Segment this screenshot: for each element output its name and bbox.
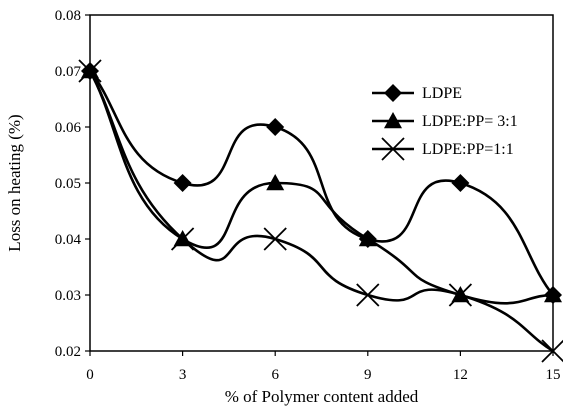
data-point xyxy=(544,286,562,303)
data-point xyxy=(266,118,285,136)
x-tick-label: 12 xyxy=(453,367,468,383)
x-tick-label: 15 xyxy=(546,367,561,383)
data-point xyxy=(78,59,102,83)
x-tick-label: 3 xyxy=(179,367,187,383)
data-point xyxy=(173,174,192,192)
x-marker-stroke xyxy=(78,59,102,83)
x-marker-stroke xyxy=(541,339,563,363)
legend-label: LDPE:PP=1:1 xyxy=(422,141,514,158)
y-tick-label: 0.08 xyxy=(55,8,81,24)
legend-marker xyxy=(384,84,402,102)
x-marker-stroke xyxy=(381,137,405,161)
x-tick-label: 6 xyxy=(271,367,279,383)
legend-entry: LDPE xyxy=(372,84,462,102)
series-3 xyxy=(78,59,563,363)
legend-marker xyxy=(384,112,402,129)
data-point xyxy=(448,283,473,307)
data-point xyxy=(358,230,377,247)
data-point xyxy=(170,227,195,251)
data-point xyxy=(266,174,285,191)
legend: LDPE LDPE:PP= 3:1 LDPE:PP=1:1 xyxy=(372,84,518,161)
legend-entry: LDPE:PP= 3:1 xyxy=(372,112,518,130)
legend-entry: LDPE:PP=1:1 xyxy=(372,137,514,161)
x-tick-label: 0 xyxy=(86,367,94,383)
x-marker-stroke xyxy=(263,227,287,251)
legend-label: LDPE:PP= 3:1 xyxy=(422,113,518,130)
y-tick-label: 0.05 xyxy=(55,176,81,192)
legend-label: LDPE xyxy=(422,85,462,102)
y-tick-label: 0.06 xyxy=(55,120,82,136)
data-point xyxy=(541,339,563,363)
axes xyxy=(85,14,554,356)
series-layer xyxy=(78,59,563,363)
x-marker-stroke xyxy=(356,283,380,307)
y-tick-label: 0.07 xyxy=(55,64,82,80)
x-tick-label: 9 xyxy=(364,367,372,383)
y-tick-label: 0.03 xyxy=(55,288,81,304)
x-axis-title: % of Polymer content added xyxy=(225,387,419,406)
y-axis-title: Loss on heating (%) xyxy=(5,114,24,251)
x-marker-stroke xyxy=(448,283,473,307)
x-marker-stroke xyxy=(170,227,195,251)
data-point xyxy=(263,227,287,251)
y-tick-label: 0.02 xyxy=(55,344,81,360)
legend-marker xyxy=(381,137,405,161)
series-line xyxy=(88,70,555,296)
y-tick-label: 0.04 xyxy=(55,232,82,248)
data-point xyxy=(356,283,380,307)
data-point xyxy=(451,174,470,192)
tick-labels: 0.02 0.03 0.04 0.05 0.06 0.07 0.08 0 3 6 9 12 15 xyxy=(55,8,561,383)
